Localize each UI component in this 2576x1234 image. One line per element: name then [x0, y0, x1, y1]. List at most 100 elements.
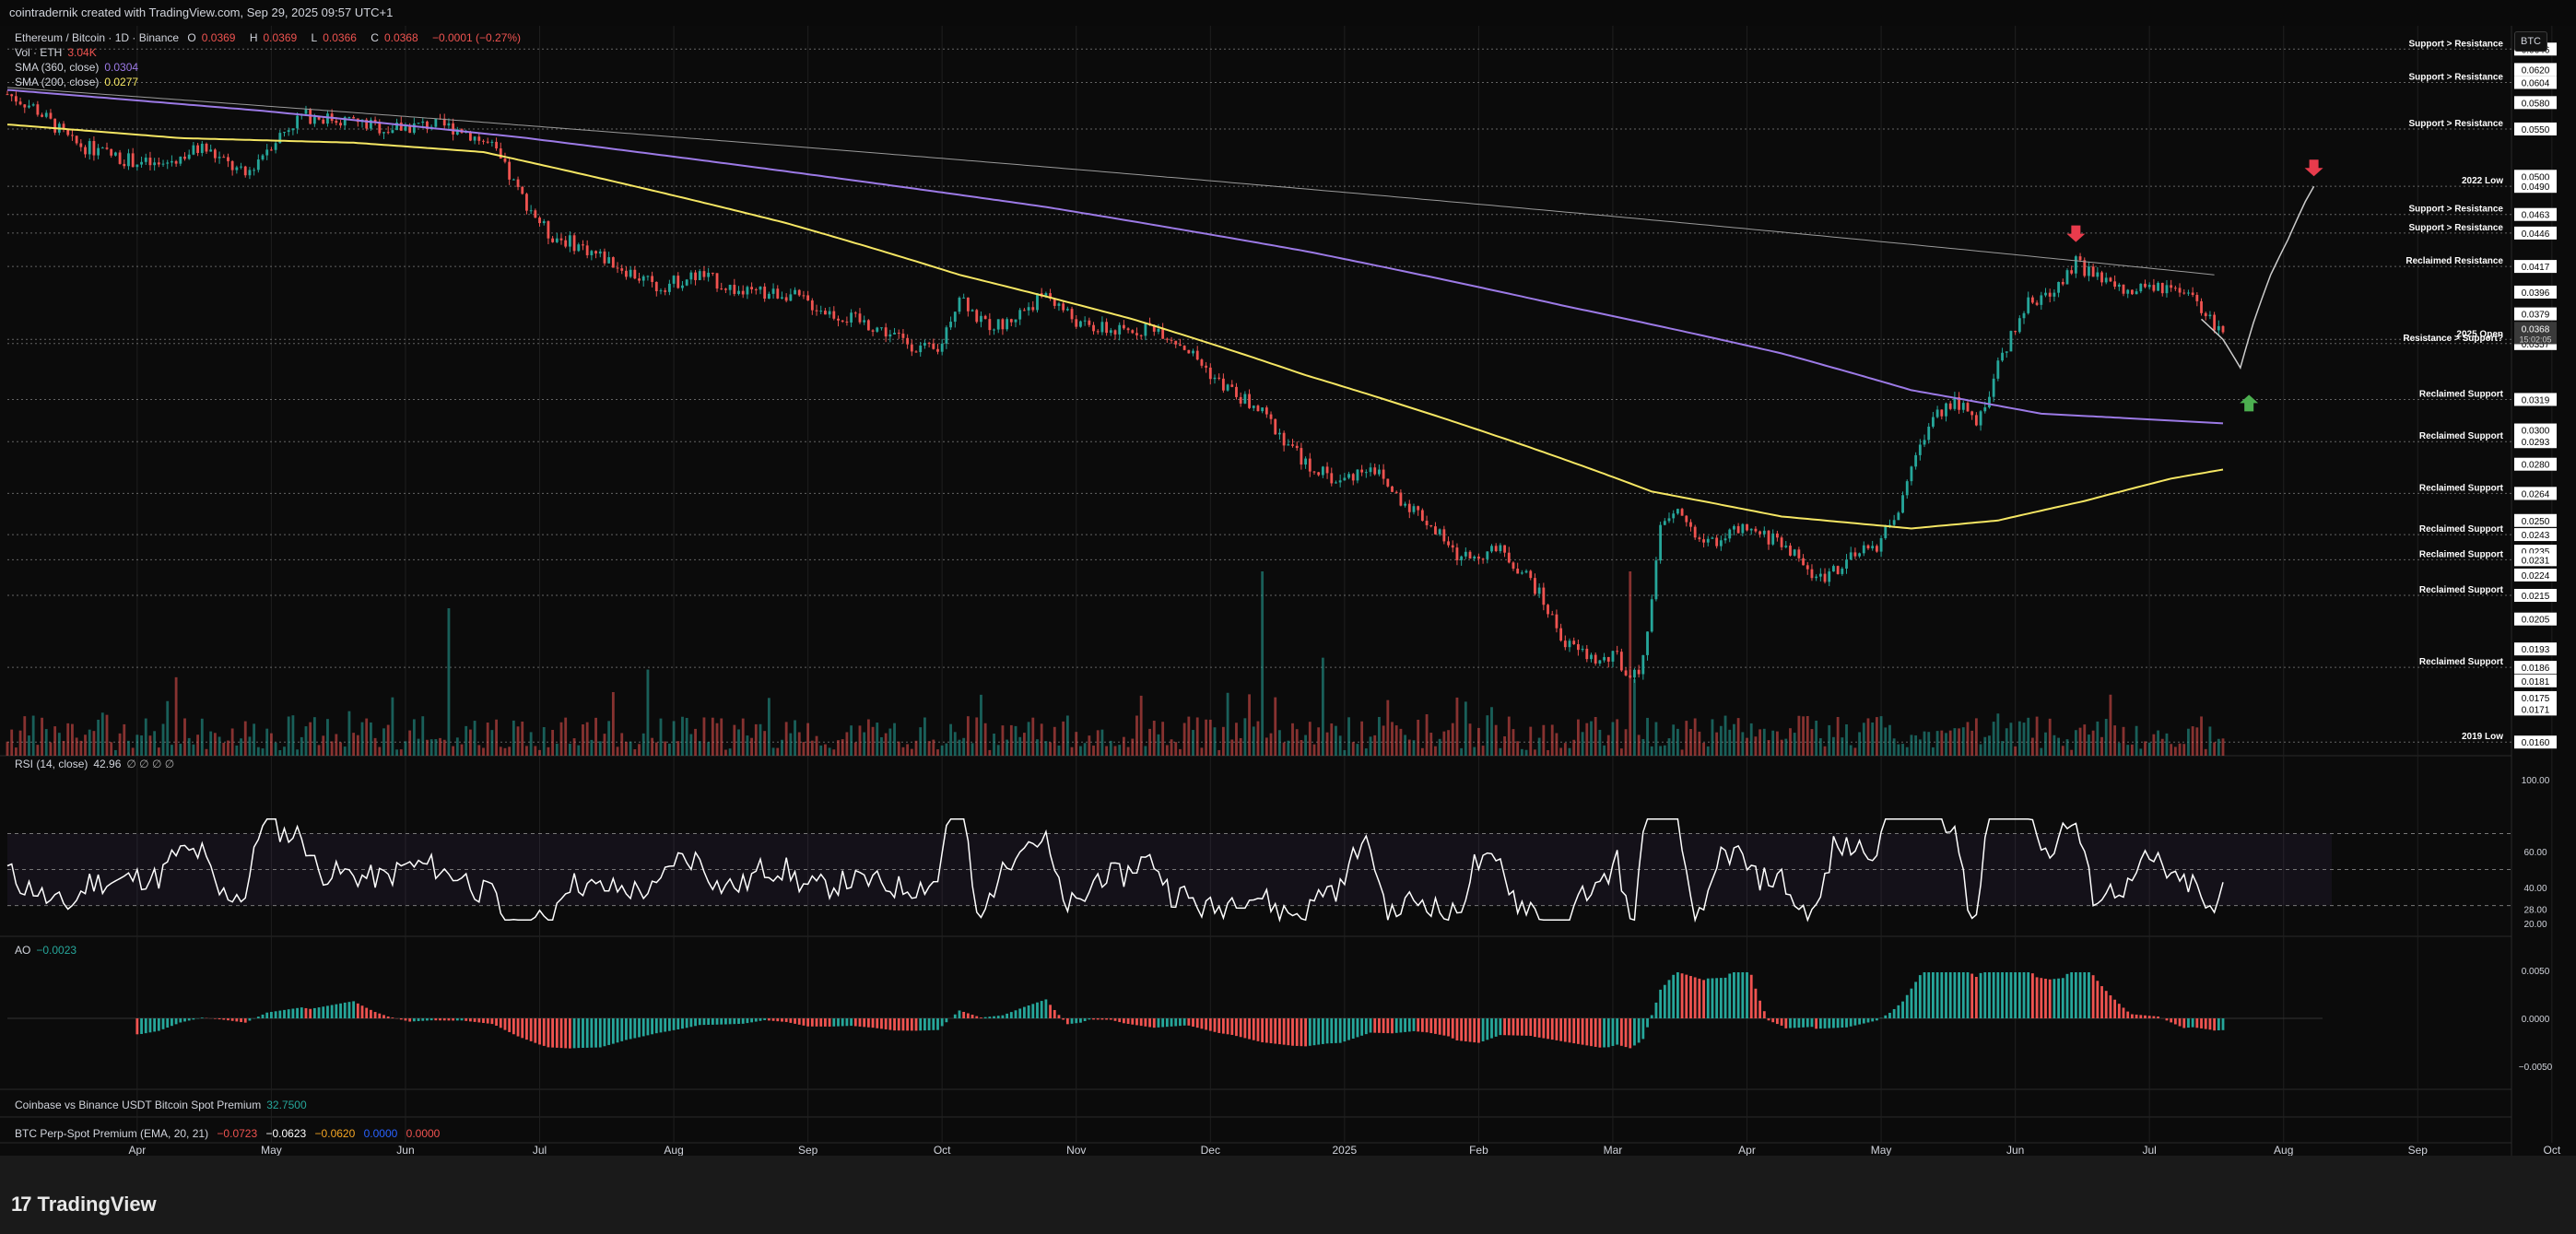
candle-body — [1979, 411, 1982, 426]
ao-bar — [183, 1018, 186, 1022]
volume-bar — [23, 716, 27, 756]
ao-bar — [538, 1018, 541, 1045]
volume-bar — [980, 694, 982, 756]
ao-bar — [222, 1018, 226, 1020]
volume-bar — [2204, 748, 2207, 756]
volume-bar — [6, 741, 9, 756]
volume-bar — [2135, 725, 2138, 756]
candle-body — [209, 149, 213, 152]
candle-body — [1161, 328, 1165, 339]
ao-bar — [724, 1018, 727, 1025]
ao-bar — [2117, 1004, 2121, 1018]
currency-button[interactable]: BTC — [2514, 31, 2547, 52]
volume-bar — [529, 732, 533, 756]
volume-bar — [1001, 725, 1005, 756]
volume-bar — [638, 744, 641, 756]
volume-bar — [473, 721, 476, 756]
volume-bar — [369, 722, 372, 756]
candle-body — [6, 94, 9, 96]
price-axis-label: 0.0250 — [2522, 517, 2550, 527]
candle-body — [1044, 293, 1048, 297]
sma360-legend: SMA (360, close) 0.0304 — [15, 61, 139, 74]
volume-bar — [1511, 729, 1515, 756]
volume-bar — [1122, 736, 1125, 756]
ao-bar — [399, 1018, 403, 1020]
volume-bar — [287, 716, 290, 756]
volume-bar — [1282, 742, 1286, 756]
volume-bar — [1996, 713, 2000, 756]
ao-bar — [572, 1018, 576, 1049]
ao-bar — [1728, 973, 1732, 1018]
volume-bar — [1606, 735, 1610, 756]
volume-bar — [1442, 731, 1446, 756]
volume-bar — [49, 742, 53, 756]
volume-bar — [1983, 736, 1987, 756]
candle-body — [1317, 472, 1321, 476]
candle-body — [763, 286, 767, 300]
candle-body — [1018, 310, 1022, 320]
candle-body — [1338, 480, 1342, 483]
candle-body — [1208, 367, 1212, 380]
candle-body — [36, 104, 40, 115]
volume-bar — [1672, 724, 1676, 756]
candle-body — [927, 343, 931, 345]
ao-bar — [664, 1018, 667, 1032]
volume-bar — [343, 746, 347, 756]
ao-bar — [1179, 1018, 1182, 1027]
volume-bar — [2195, 727, 2199, 756]
candle-body — [1165, 338, 1169, 340]
ao-bar — [633, 1018, 637, 1039]
candle-body — [2048, 292, 2052, 297]
volume-bar — [1633, 678, 1636, 756]
volume-bar — [1105, 746, 1109, 756]
candle-body — [863, 320, 866, 323]
candle-body — [958, 298, 961, 312]
candle-body — [521, 186, 524, 194]
price-axis-label: 0.0319 — [2522, 395, 2550, 405]
ao-bar — [1170, 1018, 1173, 1027]
ao-bar — [1780, 1018, 1783, 1026]
candle-body — [347, 117, 351, 119]
candle-body — [1217, 377, 1221, 379]
candle-body — [1075, 319, 1078, 327]
level-line-label: Reclaimed Support — [2419, 431, 2504, 441]
ao-bar — [347, 1002, 351, 1018]
candle-body — [1205, 365, 1208, 368]
candle-body — [1027, 307, 1030, 311]
volume-bar — [248, 736, 252, 756]
tradingview-brand[interactable]: 17 TradingView — [11, 1193, 157, 1216]
volume-bar — [845, 732, 849, 756]
volume-bar — [1235, 723, 1238, 756]
volume-bar — [1386, 699, 1390, 756]
candle-body — [568, 235, 571, 247]
volume-bar — [2096, 721, 2100, 756]
volume-bar — [1131, 738, 1135, 756]
ao-bar — [1139, 1018, 1143, 1027]
volume-bar — [919, 727, 923, 756]
candle-body — [1858, 553, 1862, 557]
ao-bar — [1663, 984, 1666, 1018]
volume-bar — [97, 719, 100, 756]
ao-bar — [555, 1018, 559, 1048]
volume-bar — [1698, 731, 1701, 756]
candle-body — [2217, 325, 2220, 331]
ao-bar — [1338, 1018, 1342, 1043]
ao-bar — [564, 1018, 568, 1049]
volume-bar — [616, 746, 619, 756]
volume-bar — [1866, 718, 1870, 756]
volume-bar — [1749, 723, 1753, 756]
volume-bar — [213, 733, 217, 756]
x-axis-tick-label: Oct — [934, 1144, 951, 1156]
candle-body — [14, 96, 18, 102]
candle-body — [2074, 256, 2077, 274]
volume-bar — [958, 739, 961, 756]
ao-bar — [932, 1018, 935, 1030]
candle-body — [702, 271, 706, 277]
volume-bar — [585, 722, 589, 756]
ao-bar — [508, 1018, 512, 1032]
candle-body — [1325, 466, 1329, 474]
volume-bar — [1317, 727, 1321, 756]
ao-bar — [1282, 1018, 1286, 1045]
candle-body — [880, 327, 883, 329]
